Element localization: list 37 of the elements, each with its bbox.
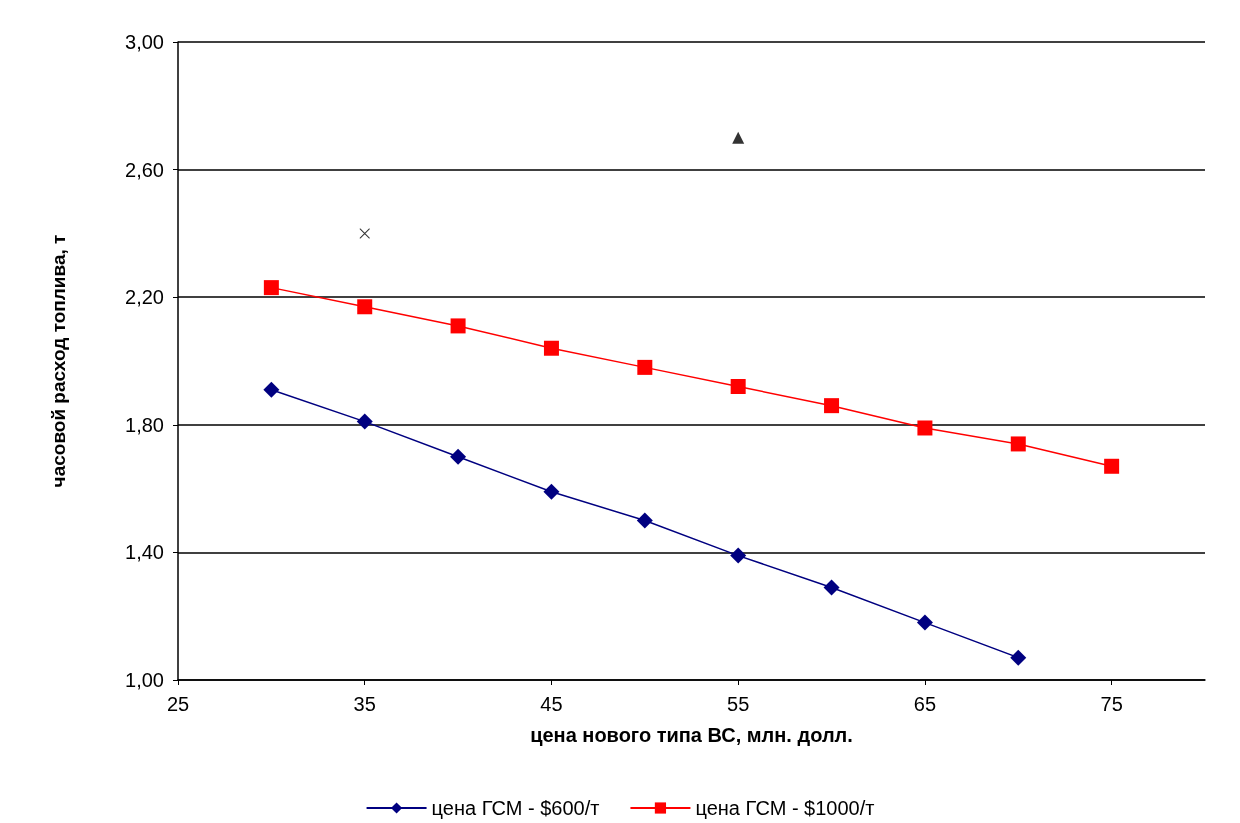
x-tick-label: 75 xyxy=(1100,693,1123,715)
point xyxy=(1010,649,1027,666)
x-tick-label: 65 xyxy=(913,693,937,715)
point xyxy=(1010,436,1026,452)
x-tick-label: 35 xyxy=(353,693,376,715)
point xyxy=(637,359,653,375)
point xyxy=(636,512,653,529)
point xyxy=(730,379,746,395)
y-axis-title: часовой расход топлива, т xyxy=(48,234,69,488)
y-tick-label: 3,00 xyxy=(125,31,164,53)
legend-label: цена ГСМ - $600/т xyxy=(431,797,600,819)
point xyxy=(356,413,373,430)
point xyxy=(916,614,933,631)
y-tick-label: 2,60 xyxy=(125,158,164,181)
y-tick-label: 1,80 xyxy=(125,413,164,436)
point xyxy=(263,280,279,296)
point xyxy=(359,228,370,239)
point xyxy=(824,398,840,414)
x-tick-label: 45 xyxy=(540,693,563,715)
point xyxy=(543,340,559,356)
point xyxy=(730,547,747,564)
y-tick-label: 1,40 xyxy=(125,541,164,564)
x-axis-title: цена нового типа ВС, млн. долл. xyxy=(530,724,853,746)
x-tick-label: 55 xyxy=(727,693,750,715)
point xyxy=(1104,458,1120,474)
point xyxy=(543,483,560,500)
legend-label: цена ГСМ - $1000/т xyxy=(695,797,875,819)
point xyxy=(823,579,840,596)
x-tick-label: 25 xyxy=(166,693,190,715)
point xyxy=(732,131,745,144)
point xyxy=(357,299,373,315)
point xyxy=(263,381,280,398)
point xyxy=(917,420,933,436)
y-tick-label: 2,20 xyxy=(125,286,164,309)
point xyxy=(450,318,466,334)
y-tick-label: 1,00 xyxy=(125,669,164,691)
point xyxy=(450,448,467,465)
